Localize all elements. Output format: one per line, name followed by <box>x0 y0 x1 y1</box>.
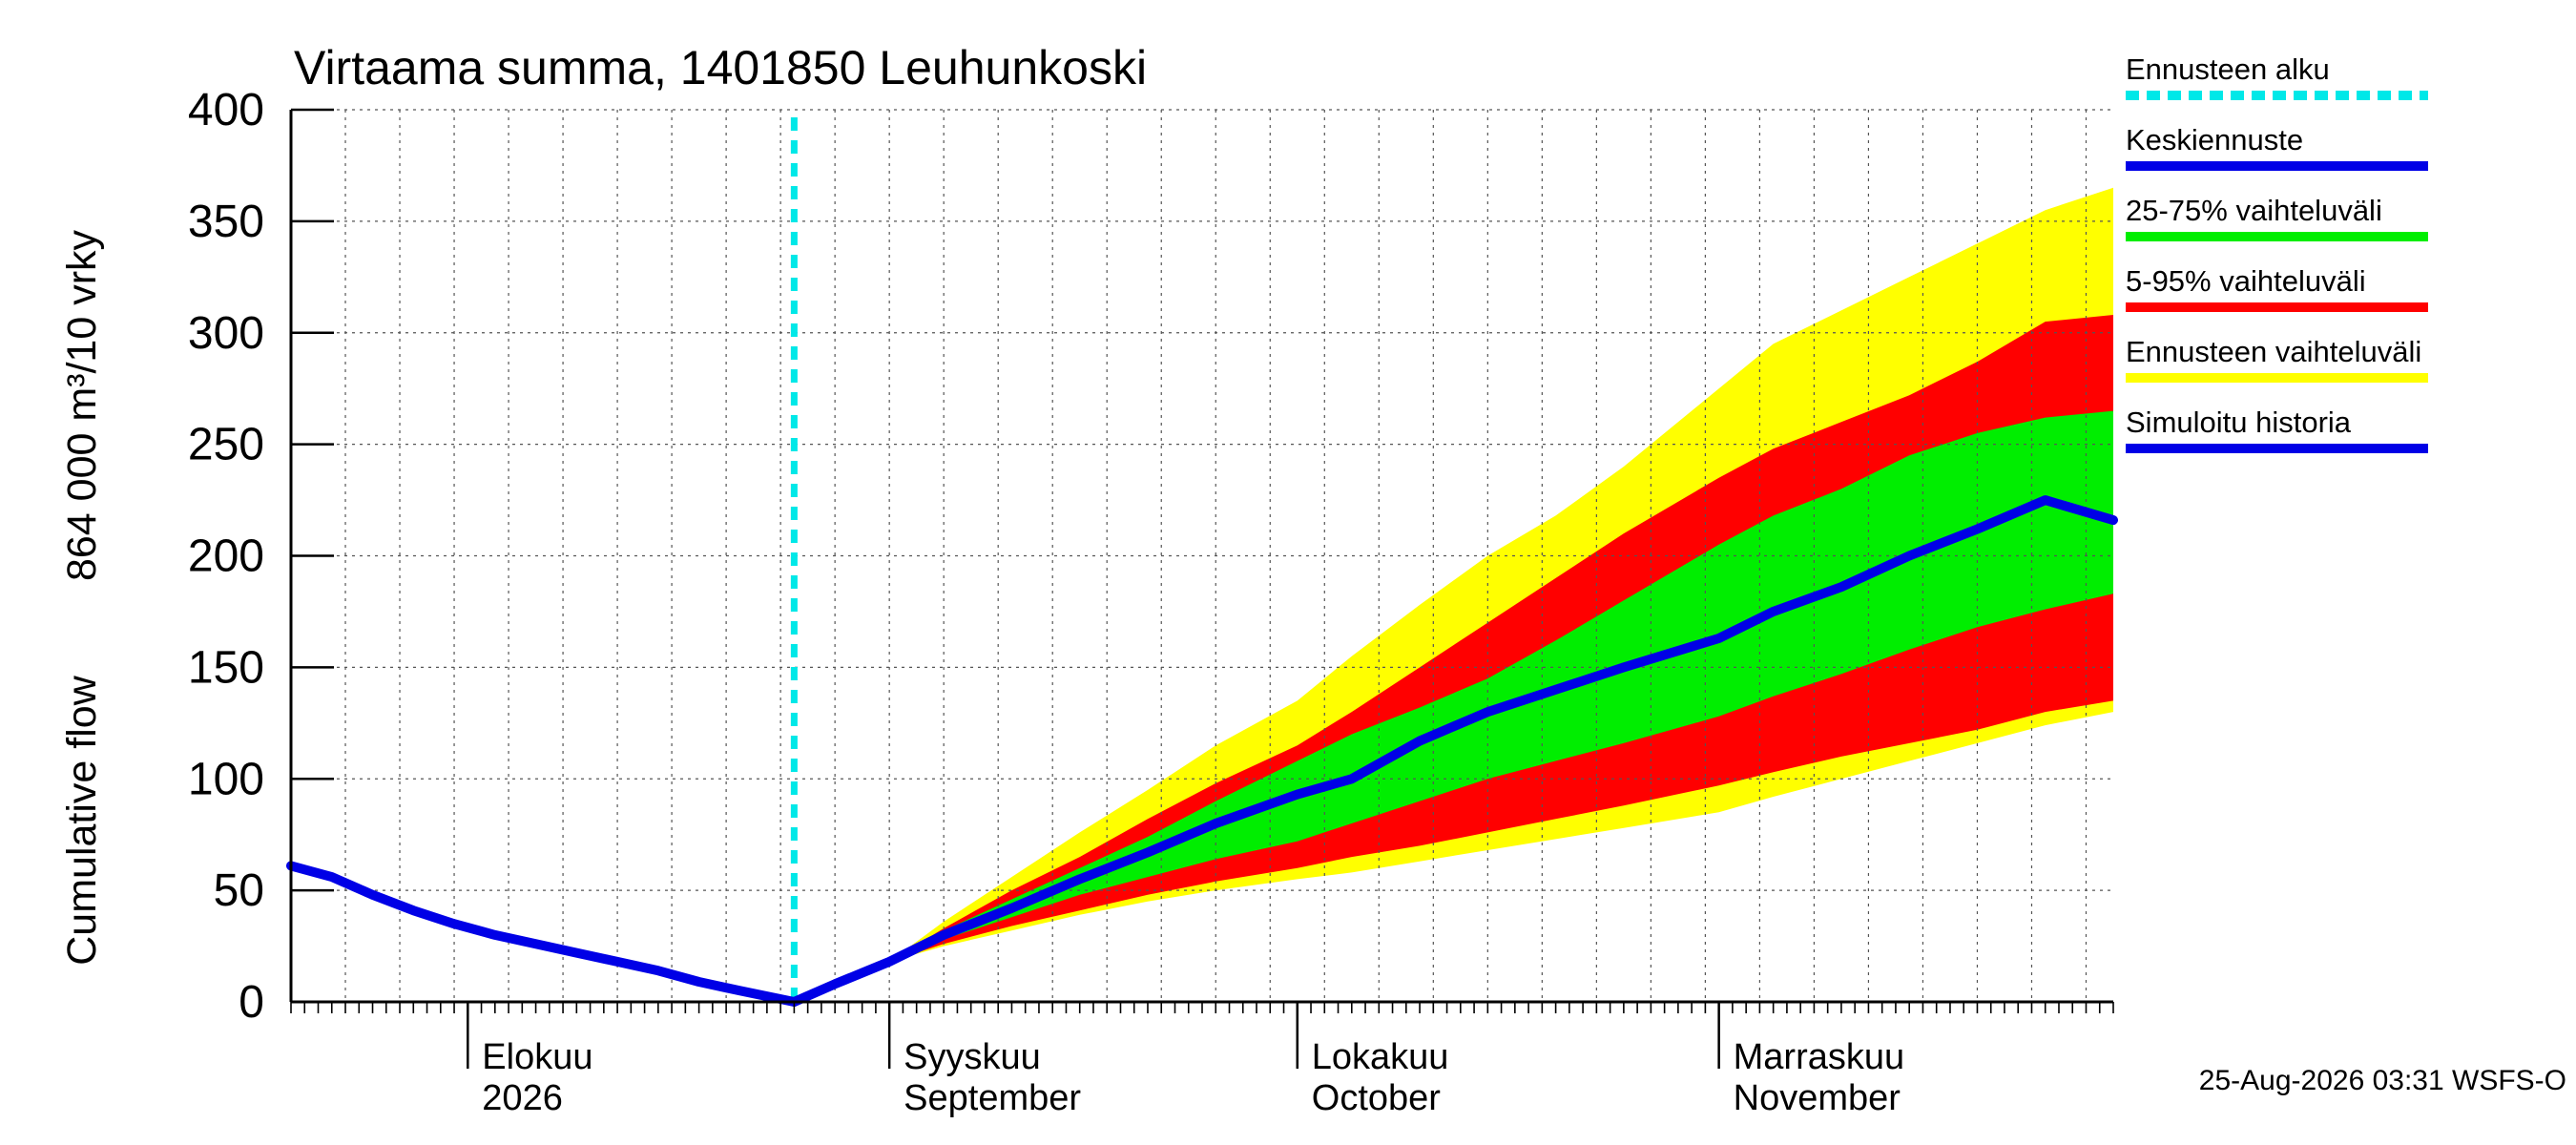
y-tick-label: 250 <box>188 420 264 470</box>
y-axis-label: Cumulative flow 864 000 m³/10 vrky <box>59 229 105 965</box>
y-tick-label: 100 <box>188 754 264 804</box>
legend-label: Ennusteen alku <box>2126 52 2330 86</box>
y-axis-label-line1: Cumulative flow <box>59 675 105 965</box>
y-tick-label: 200 <box>188 531 264 582</box>
simulated-history-line <box>286 861 800 1007</box>
data-lines <box>286 117 2118 1007</box>
median-forecast-line <box>789 495 2118 1007</box>
band-25-75 <box>794 410 2113 1003</box>
month-label-sub: November <box>1734 1078 1901 1118</box>
y-tick-label: 300 <box>188 308 264 359</box>
grid-lines <box>291 109 2113 1002</box>
month-label-sub: October <box>1312 1078 1442 1118</box>
y-tick-label: 50 <box>214 865 264 916</box>
y-tick-label: 350 <box>188 197 264 247</box>
y-axis-label-line2: 864 000 m³/10 vrky <box>59 229 105 581</box>
chart-title: Virtaama summa, 1401850 Leuhunkoski <box>294 41 1147 94</box>
legend-label: 25-75% vaihteluväli <box>2126 194 2382 227</box>
month-label: Lokakuu <box>1312 1037 1449 1077</box>
month-label: Elokuu <box>482 1037 592 1077</box>
forecast-bands <box>794 187 2113 1003</box>
month-label-sub: September <box>904 1078 1081 1118</box>
y-tick-label: 400 <box>188 85 264 135</box>
y-tick-label: 0 <box>239 977 264 1028</box>
axes <box>289 108 2114 1069</box>
legend-label: Ennusteen vaihteluväli <box>2126 335 2421 368</box>
y-tick-label: 150 <box>188 642 264 693</box>
month-label: Syyskuu <box>904 1037 1041 1077</box>
legend: Ennusteen alku Keskiennuste 25-75% vaihtel… <box>2126 52 2428 453</box>
legend-label: Simuloitu historia <box>2126 406 2352 439</box>
band-forecast-range <box>794 187 2113 1003</box>
timestamp-footer: 25-Aug-2026 03:31 WSFS-O <box>2199 1065 2566 1096</box>
month-label: Marraskuu <box>1734 1037 1905 1077</box>
band-5-95 <box>794 315 2113 1002</box>
legend-label: 5-95% vaihteluväli <box>2126 264 2366 298</box>
month-label-sub: 2026 <box>482 1078 563 1118</box>
legend-label: Keskiennuste <box>2126 123 2303 156</box>
